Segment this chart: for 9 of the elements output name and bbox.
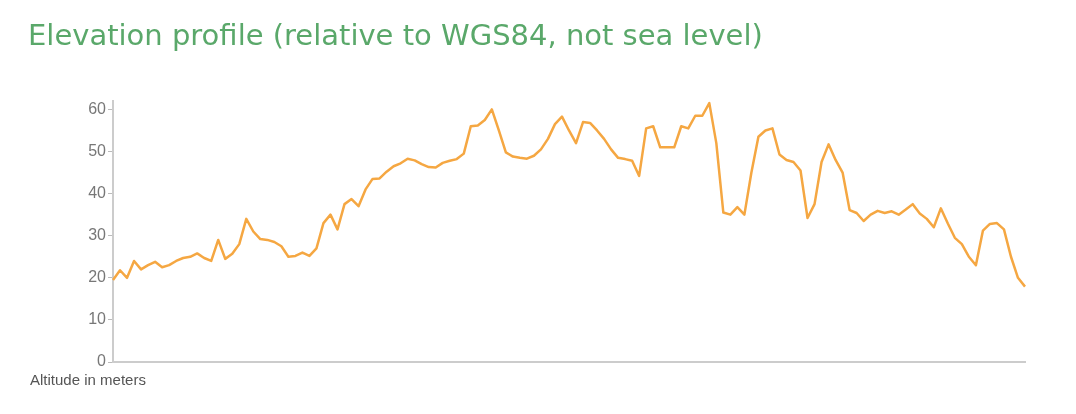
y-tick-label: 30 bbox=[88, 226, 107, 244]
y-tick-label: 60 bbox=[88, 99, 107, 117]
y-tick-label: 40 bbox=[88, 184, 107, 202]
chart-title: Elevation profile (relative to WGS84, not sea level) bbox=[28, 18, 763, 52]
y-tick-label: 10 bbox=[88, 310, 107, 328]
y-axis-title: Altitude in meters bbox=[30, 371, 146, 389]
y-tick-label: 20 bbox=[88, 268, 107, 286]
y-tick-label: 50 bbox=[88, 141, 107, 159]
y-tick-label: 0 bbox=[97, 352, 107, 370]
